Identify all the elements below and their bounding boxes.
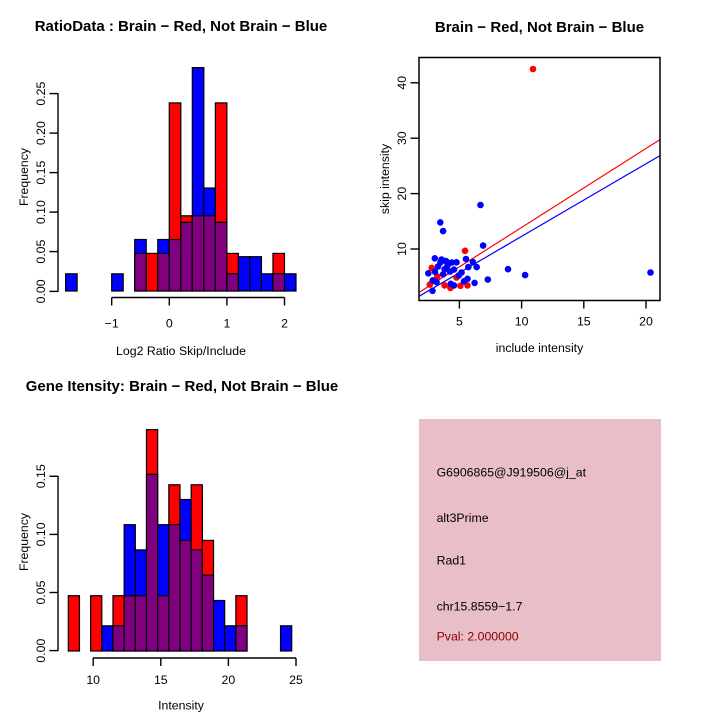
svg-text:−1: −1 — [105, 317, 119, 331]
svg-text:20: 20 — [395, 187, 409, 201]
svg-text:20: 20 — [639, 315, 653, 329]
svg-text:skip intensity: skip intensity — [378, 143, 392, 214]
svg-text:1: 1 — [223, 317, 230, 331]
svg-text:15: 15 — [577, 315, 591, 329]
svg-text:10: 10 — [86, 673, 100, 687]
svg-text:0.20: 0.20 — [34, 121, 48, 145]
svg-text:40: 40 — [395, 76, 409, 90]
svg-text:0.10: 0.10 — [34, 200, 48, 224]
svg-text:2: 2 — [281, 317, 288, 331]
svg-text:Intensity: Intensity — [158, 699, 205, 713]
svg-text:Brain − Red, Not Brain − Blue: Brain − Red, Not Brain − Blue — [435, 19, 644, 36]
svg-text:10: 10 — [395, 242, 409, 256]
svg-text:RatioData : Brain − Red, Not B: RatioData : Brain − Red, Not Brain − Blu… — [35, 18, 328, 35]
svg-text:0.15: 0.15 — [34, 464, 48, 488]
svg-text:15: 15 — [154, 673, 168, 687]
svg-text:Frequency: Frequency — [17, 147, 31, 206]
svg-text:0.25: 0.25 — [34, 81, 48, 105]
svg-text:Pval: 2.000000: Pval: 2.000000 — [437, 629, 519, 643]
svg-text:G6906865@J919506@j_at: G6906865@J919506@j_at — [437, 465, 587, 479]
svg-text:Frequency: Frequency — [17, 512, 31, 571]
svg-text:0: 0 — [166, 317, 173, 331]
svg-text:0.05: 0.05 — [34, 239, 48, 263]
svg-text:Log2 Ratio Skip/Include: Log2 Ratio Skip/Include — [116, 344, 246, 358]
svg-text:include intensity: include intensity — [496, 341, 584, 355]
svg-text:alt3Prime: alt3Prime — [437, 511, 489, 525]
svg-text:10: 10 — [515, 315, 529, 329]
svg-text:20: 20 — [222, 673, 236, 687]
svg-text:chr15.8559−1.7: chr15.8559−1.7 — [437, 600, 523, 614]
svg-text:0.15: 0.15 — [34, 160, 48, 184]
svg-text:25: 25 — [289, 673, 303, 687]
svg-text:Rad1: Rad1 — [437, 554, 467, 568]
svg-text:Gene Itensity: Brain − Red, No: Gene Itensity: Brain − Red, Not Brain − … — [26, 378, 339, 395]
svg-text:0.00: 0.00 — [34, 638, 48, 662]
svg-text:0.10: 0.10 — [34, 522, 48, 546]
svg-text:5: 5 — [456, 315, 463, 329]
svg-text:30: 30 — [395, 131, 409, 145]
svg-text:0.00: 0.00 — [34, 279, 48, 303]
svg-text:0.05: 0.05 — [34, 580, 48, 604]
